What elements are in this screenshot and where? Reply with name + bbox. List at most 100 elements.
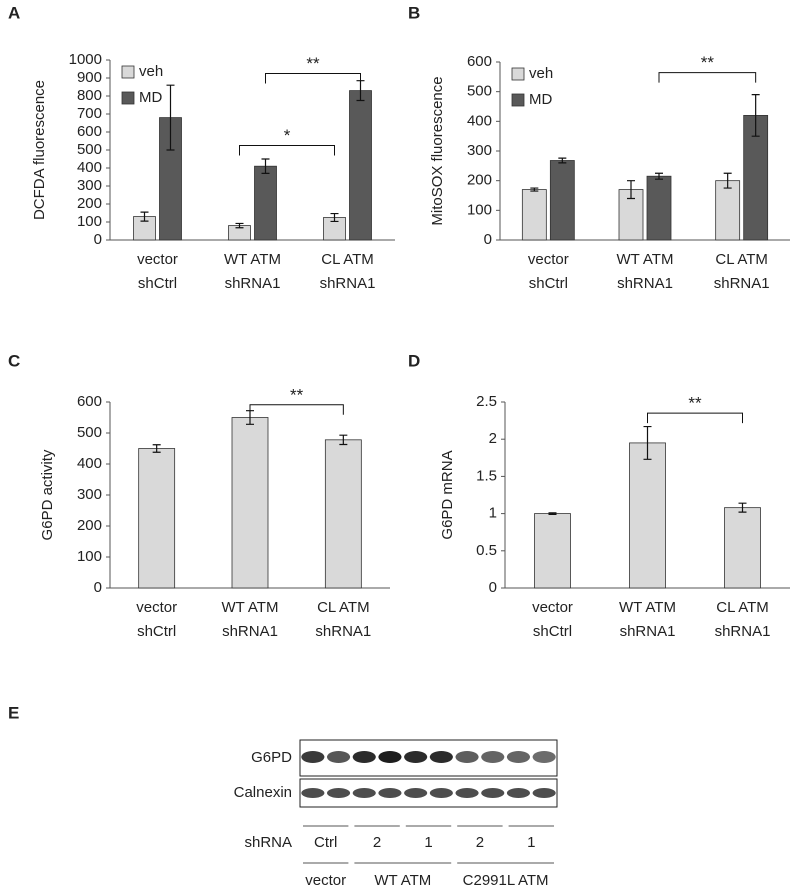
x-tick-label: shCtrl (533, 623, 572, 640)
significance-label: * (284, 126, 291, 145)
y-tick-label: 0 (94, 231, 102, 248)
panel-label: B (408, 3, 420, 22)
x-tick-label: shRNA1 (225, 275, 281, 292)
y-tick-label: 800 (77, 87, 102, 104)
group-label: C2991L ATM (463, 872, 549, 889)
significance-bracket (249, 404, 344, 415)
x-tick-label: shRNA1 (222, 623, 278, 640)
shrna-lane-label: 1 (424, 834, 432, 851)
error-bar (140, 211, 149, 222)
blot-band (481, 788, 505, 798)
legend-label: MD (529, 91, 552, 108)
y-axis-label: MitoSOX fluorescence (429, 76, 446, 225)
blot-band (301, 788, 325, 798)
y-tick-label: 500 (467, 83, 492, 100)
error-bar (235, 222, 244, 229)
blot-band (506, 788, 531, 798)
significance-label: ** (306, 54, 320, 73)
blot-band (326, 751, 351, 763)
blot-band (404, 751, 428, 763)
x-tick-label: shCtrl (529, 275, 568, 292)
y-tick-label: 1.5 (476, 467, 497, 484)
group-label: vector (305, 872, 346, 889)
x-tick-label: CL ATM (715, 251, 768, 268)
x-tick-label: CL ATM (321, 251, 374, 268)
x-tick-label: CL ATM (716, 599, 769, 616)
bar (646, 175, 672, 241)
bar (629, 442, 666, 589)
y-tick-label: 100 (467, 201, 492, 218)
panel-label: E (8, 703, 19, 722)
blot-band (378, 751, 402, 763)
shrna-lane-label: 2 (373, 834, 381, 851)
error-bar (261, 158, 270, 174)
y-axis-label: G6PD activity (39, 449, 56, 540)
y-tick-label: 1000 (69, 51, 102, 68)
error-bar (152, 444, 161, 453)
error-bar (548, 512, 557, 515)
significance-bracket (265, 73, 361, 84)
y-tick-label: 100 (77, 548, 102, 565)
blot-band (429, 751, 453, 763)
significance-label: ** (688, 394, 702, 413)
x-tick-label: WT ATM (617, 251, 674, 268)
y-tick-label: 0.5 (476, 542, 497, 559)
y-tick-label: 900 (77, 69, 102, 86)
x-tick-label: shCtrl (138, 275, 177, 292)
legend-label: veh (139, 63, 163, 80)
shrna-lane-label: 2 (476, 834, 484, 851)
legend-swatch (511, 93, 525, 107)
significance-label: ** (290, 385, 304, 404)
shrna-lane-label: 1 (527, 834, 535, 851)
shrna-label: shRNA (244, 834, 292, 851)
blot-band (301, 751, 325, 763)
legend-label: MD (139, 89, 162, 106)
bar (724, 507, 761, 589)
blot-band (404, 788, 428, 798)
y-tick-label: 2.5 (476, 393, 497, 410)
bar (231, 417, 269, 589)
error-bar (723, 172, 732, 189)
panel-label: D (408, 351, 420, 370)
panel-label: C (8, 351, 20, 370)
x-tick-label: vector (532, 599, 573, 616)
error-bar (655, 172, 663, 180)
y-tick-label: 400 (77, 159, 102, 176)
y-tick-label: 2 (489, 430, 497, 447)
x-tick-label: WT ATM (222, 599, 279, 616)
x-tick-label: CL ATM (317, 599, 370, 616)
y-tick-label: 0 (489, 579, 497, 596)
y-tick-label: 200 (467, 172, 492, 189)
y-tick-label: 500 (77, 424, 102, 441)
error-bar (627, 180, 635, 200)
blot-band (481, 751, 505, 763)
x-tick-label: vector (528, 251, 569, 268)
bar (254, 165, 277, 241)
error-bar (166, 84, 175, 151)
y-tick-label: 400 (467, 112, 492, 129)
bar (138, 448, 176, 589)
y-tick-label: 200 (77, 517, 102, 534)
blot-band (352, 788, 376, 798)
x-tick-label: vector (136, 599, 177, 616)
significance-bracket (239, 145, 335, 156)
y-tick-label: 300 (77, 486, 102, 503)
y-tick-label: 300 (77, 177, 102, 194)
blot-band (455, 788, 479, 798)
x-tick-label: shRNA1 (715, 623, 771, 640)
y-tick-label: 700 (77, 105, 102, 122)
error-bar (558, 157, 567, 164)
y-tick-label: 600 (77, 123, 102, 140)
blot-band (378, 788, 402, 798)
y-tick-label: 600 (467, 53, 492, 70)
x-tick-label: vector (137, 251, 178, 268)
significance-bracket (647, 412, 743, 424)
blot-band (429, 788, 453, 798)
bar (534, 513, 571, 589)
x-tick-label: shRNA1 (620, 623, 676, 640)
y-axis-label: DCFDA fluorescence (31, 80, 48, 220)
y-tick-label: 0 (484, 231, 492, 248)
y-axis-label: G6PD mRNA (439, 450, 456, 539)
blot-band (455, 751, 479, 763)
